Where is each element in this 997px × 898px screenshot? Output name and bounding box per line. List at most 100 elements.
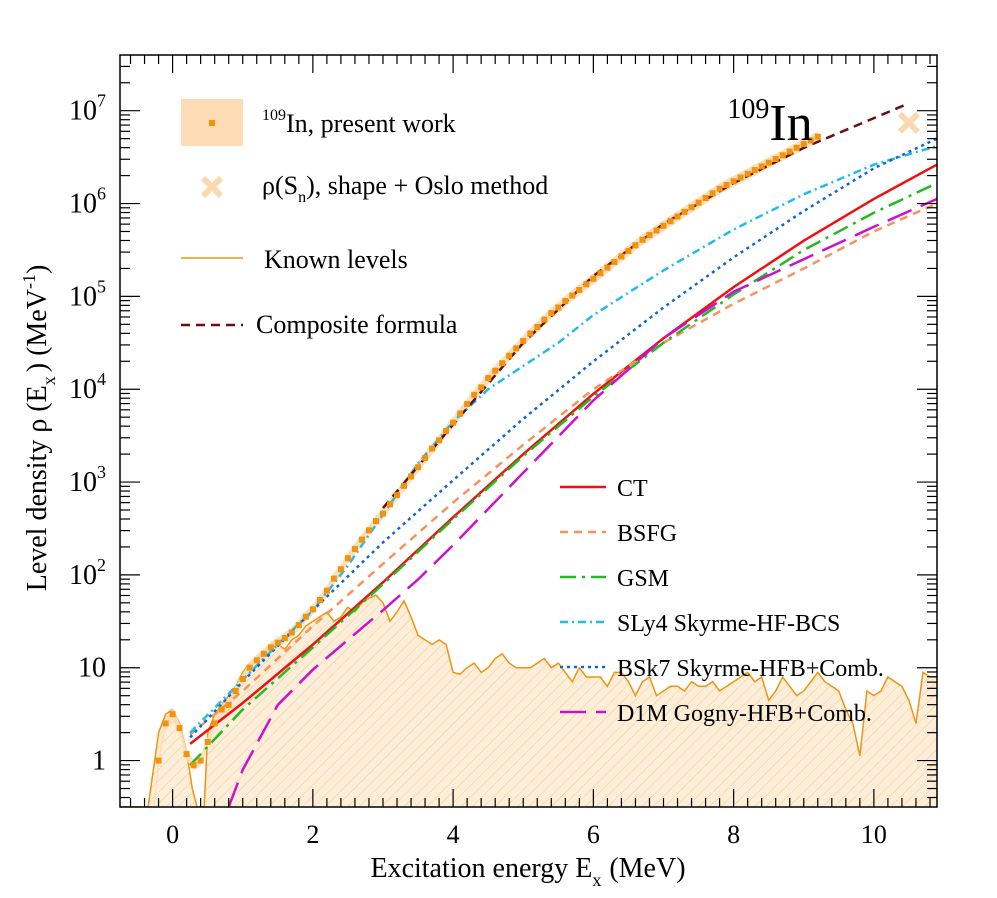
x-tick-label: 0 [166,820,179,849]
y-label-main: Level density ρ (E [22,385,53,591]
model-curve-gsm [189,181,937,767]
x-label-unit: (MeV) [609,853,685,884]
present-work-point [485,375,492,382]
present-work-point [534,324,541,330]
present-work-point [513,345,520,352]
present-work-point [660,222,667,229]
y-tick-label: 104 [69,369,106,405]
present-work-point [667,218,674,225]
present-work-point [169,711,176,718]
present-work-point [323,587,330,594]
present-work-point [723,182,730,188]
y-tick-base: 10 [69,374,97,405]
present-work-point [149,827,155,833]
present-work-point [436,437,443,444]
present-work-point [450,419,457,426]
present-work-point [155,757,162,764]
present-work-point [632,242,639,249]
legend-d1m-label: D1M Gogny-HFB+Comb. [617,701,872,727]
present-work-point [653,227,660,234]
present-work-point [464,401,471,408]
present-work-point [344,555,351,562]
present-work-point [162,720,169,727]
legend-bsk7-label: BSk7 Skyrme-HFB+Comb. [617,656,884,682]
x-axis-label: Excitation energy Ex (MeV) [370,853,685,890]
present-work-point [183,751,190,758]
present-work-point [295,622,302,628]
present-work-point [625,247,632,254]
y-label-sub: x [39,376,59,385]
present-work-point [401,482,407,489]
present-work-point [246,664,253,671]
present-work-point [225,701,232,708]
y-tick-exponent: 3 [97,462,106,482]
sn-marker-stroke [897,111,921,134]
x-label-sub: x [592,870,601,890]
present-work-point [751,167,758,174]
present-work-point [618,253,625,260]
present-work-point [394,492,400,499]
legend-gsm-label: GSM [617,566,669,592]
y-tick-exponent: 5 [97,276,106,296]
title-element: In [769,95,812,152]
x-label-main: Excitation energy E [370,853,592,884]
legend-left: 109In, present work ρ(Sn), shape + Oslo … [181,99,548,339]
present-work-point [211,720,218,727]
present-work-point [387,501,393,508]
present-work-point [260,650,267,657]
legend-ct-label: CT [617,476,648,502]
legend-present-work-text: In, present work [286,109,456,138]
x-tick-label: 6 [587,820,600,849]
present-work-point [176,725,183,732]
present-work-point [639,236,646,243]
present-work-point [604,264,611,271]
y-label-close: ) [22,265,53,274]
legend-sn-marker [200,175,224,199]
present-work-point [576,286,583,293]
model-curve-ct [189,163,937,745]
y-tick-base: 10 [69,189,97,220]
legend-known-levels-label: Known levels [264,245,408,274]
present-work-point [366,527,372,534]
present-work-point [337,566,344,573]
present-work-point [288,629,295,636]
present-work-point [681,208,688,215]
present-work-point [478,384,485,391]
present-work-point [744,170,751,177]
present-work-point [443,428,450,434]
present-work-point [646,232,653,239]
present-work-point [330,575,337,582]
present-work-point [597,270,604,277]
legend-bsfg-label: BSFG [617,521,677,547]
present-work-point [267,644,274,651]
present-work-point [709,190,716,197]
present-work-point [807,137,814,144]
present-work-point [674,213,681,220]
legend-sn-post: ), shape + Oslo method [306,171,548,200]
present-work-point [730,178,737,185]
present-work-point [702,195,709,201]
present-work-point [281,635,288,641]
present-work-point [253,657,260,664]
present-work-point [457,410,464,417]
present-work-point [309,606,316,613]
y-tick-label: 106 [69,184,106,220]
title-mass-number: 109 [727,94,769,125]
legend-present-work-marker [209,120,215,126]
present-work-point [737,174,744,181]
present-work-point [527,330,534,337]
present-work-point [716,185,723,192]
y-tick-base: 10 [78,653,106,684]
present-work-point [562,298,569,304]
present-work-point [583,281,590,288]
model-curve-bsfg [189,202,937,736]
legend-present-work-label: 109In, present work [262,107,456,138]
present-work-point [204,739,211,745]
present-work-point [590,275,597,282]
present-work-point [415,464,421,471]
present-work-point [492,367,499,374]
y-tick-label: 105 [69,276,106,312]
y-label-exp: -1 [19,274,39,289]
present-work-point [520,337,527,344]
